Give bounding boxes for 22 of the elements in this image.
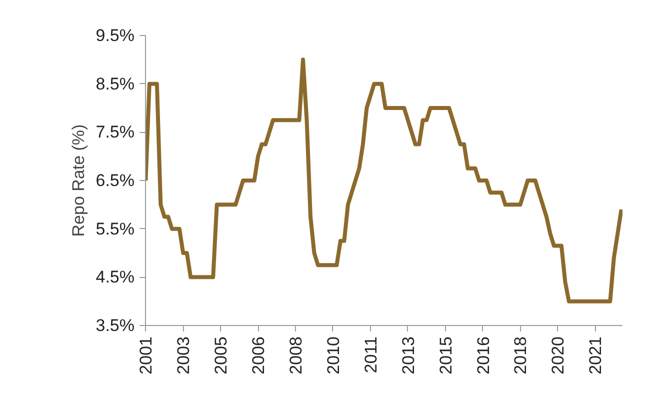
- y-tick-label: 7.5%: [96, 122, 134, 142]
- x-tick-label: 2005: [212, 336, 231, 374]
- x-tick-label: 2016: [474, 336, 493, 374]
- y-tick-label: 5.5%: [96, 219, 134, 238]
- x-tick-label: 2010: [324, 336, 343, 374]
- x-tick-label: 2020: [548, 336, 568, 374]
- x-tick-label: 2015: [436, 336, 456, 374]
- x-tick-label: 2011: [361, 336, 380, 374]
- line-series: [146, 58, 622, 304]
- x-tick-label: 2013: [398, 336, 418, 374]
- x-tick-label: 2021: [586, 336, 606, 374]
- x-tick-label: 2001: [136, 336, 156, 374]
- y-tick-label: 9.5%: [96, 26, 134, 45]
- y-tick-label: 8.5%: [96, 74, 134, 94]
- y-tick-label: 4.5%: [96, 268, 134, 287]
- x-tick-label: 2018: [511, 336, 530, 374]
- y-tick-label: 6.5%: [96, 171, 134, 190]
- x-tick-label: 2008: [286, 336, 306, 374]
- x-tick-label: 2006: [249, 336, 268, 374]
- y-tick-label: 3.5%: [96, 316, 134, 335]
- x-tick-label: 2003: [174, 336, 194, 374]
- y-axis-title: Repo Rate (%): [68, 124, 88, 237]
